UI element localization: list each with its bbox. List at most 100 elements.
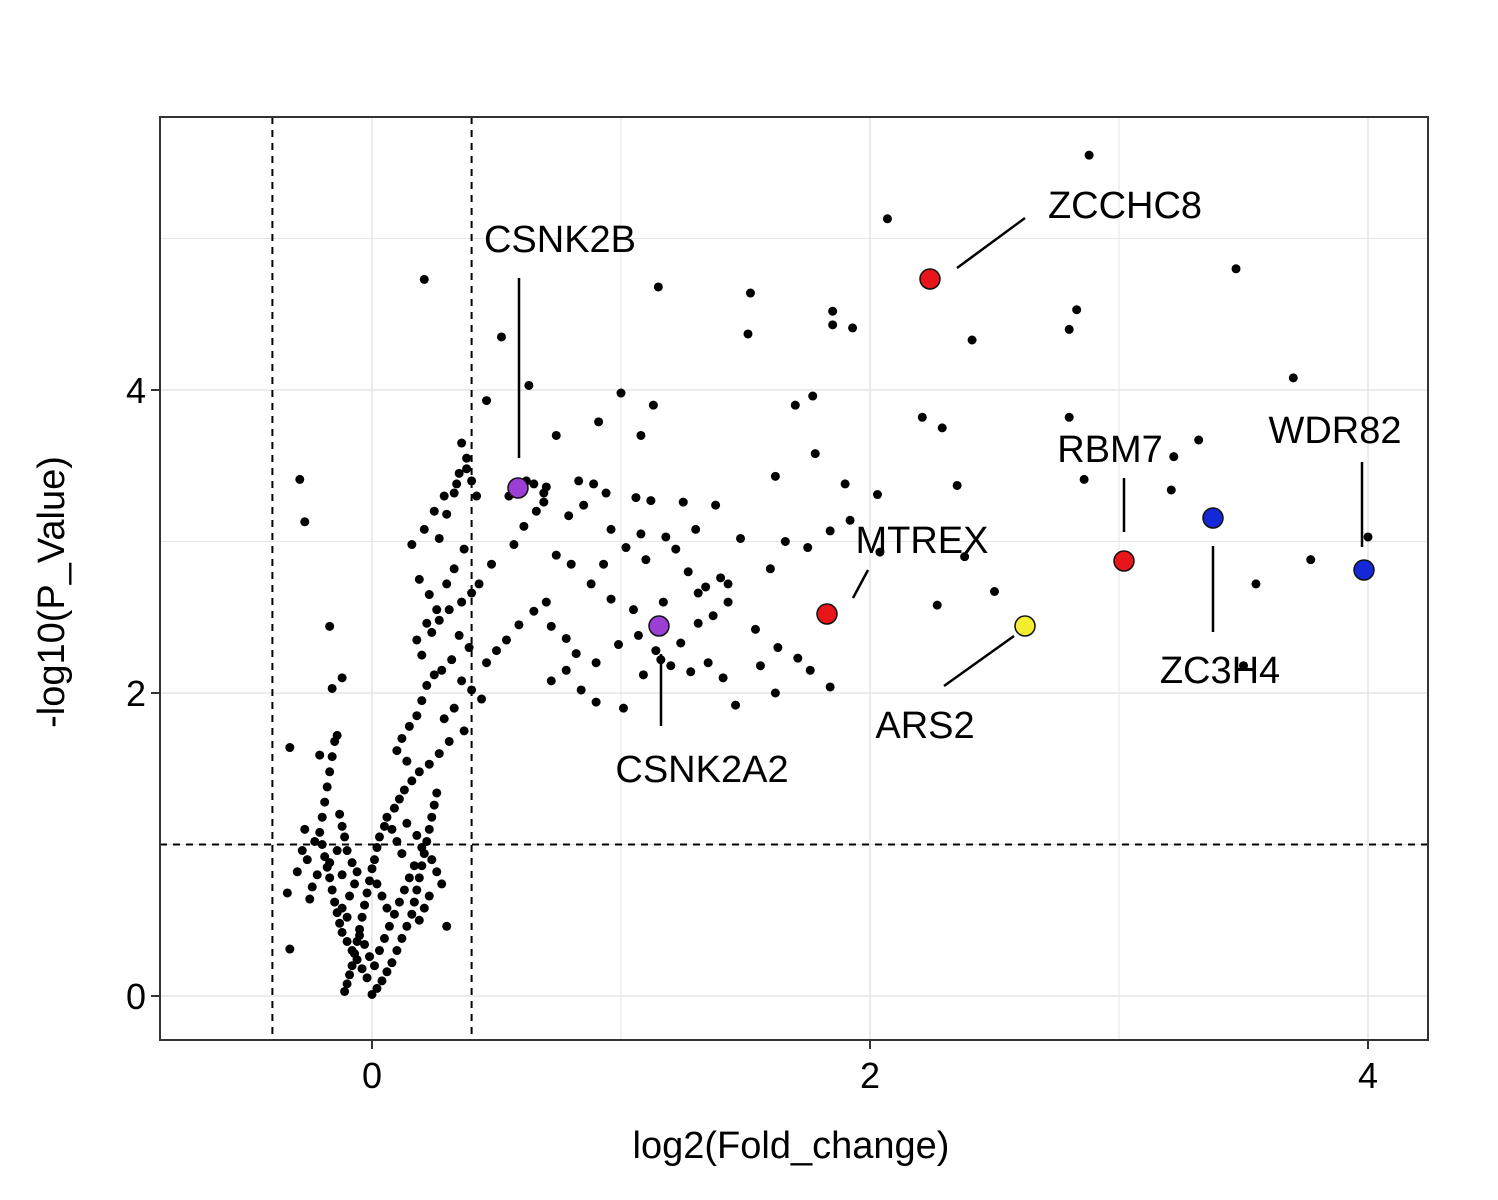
data-point [1064, 412, 1074, 422]
data-point [427, 855, 437, 865]
data-point [437, 665, 447, 675]
data-point [332, 846, 342, 856]
data-point [332, 730, 342, 740]
threshold-lines [160, 117, 1428, 1040]
data-point [848, 323, 858, 333]
data-point [337, 903, 347, 913]
data-point [444, 605, 454, 615]
data-point [312, 870, 322, 880]
data-point [350, 879, 360, 889]
data-point [297, 846, 307, 856]
data-point [377, 976, 387, 986]
data-point [932, 600, 942, 610]
data-point [1079, 474, 1089, 484]
data-point [417, 843, 427, 853]
data-point [409, 897, 419, 907]
data-point [365, 952, 375, 962]
data-point [952, 480, 962, 490]
data-point [541, 597, 551, 607]
data-point [342, 979, 352, 989]
data-point [462, 464, 472, 474]
data-points [282, 150, 1375, 999]
data-point [875, 547, 885, 557]
data-point [387, 824, 397, 834]
data-point [765, 564, 775, 574]
data-point [362, 973, 372, 983]
data-point [551, 550, 561, 560]
data-point [803, 543, 813, 553]
data-point [417, 696, 427, 706]
data-point [960, 552, 970, 562]
data-point [703, 658, 713, 668]
data-point [1288, 373, 1298, 383]
data-point [422, 836, 432, 846]
gene-label-wdr82: WDR82 [1268, 410, 1401, 452]
data-point [676, 638, 686, 648]
data-point [442, 579, 452, 589]
data-point [750, 624, 760, 634]
data-point [340, 986, 350, 996]
data-point [374, 946, 384, 956]
data-point [1194, 435, 1204, 445]
data-point [402, 756, 412, 766]
data-point [342, 912, 352, 922]
data-point [723, 579, 733, 589]
data-point [397, 849, 407, 859]
data-point [447, 655, 457, 665]
data-point [487, 559, 497, 569]
data-point [442, 921, 452, 931]
data-point [379, 821, 389, 831]
data-point [424, 590, 434, 600]
data-point [474, 579, 484, 589]
leader-line [851, 569, 870, 599]
data-point [708, 611, 718, 621]
data-point [736, 533, 746, 543]
data-point [327, 885, 337, 895]
data-point [840, 479, 850, 489]
data-point [382, 812, 392, 822]
data-point [394, 897, 404, 907]
data-point [422, 618, 432, 628]
data-point [621, 543, 631, 553]
data-point [755, 661, 765, 671]
data-point [397, 933, 407, 943]
data-point [325, 621, 335, 631]
data-point [357, 964, 367, 974]
data-point [551, 430, 561, 440]
data-point [399, 885, 409, 895]
data-point [307, 882, 317, 892]
data-point [424, 824, 434, 834]
data-point [367, 864, 377, 874]
data-point [434, 615, 444, 625]
data-point [407, 540, 417, 550]
data-point [282, 888, 292, 898]
data-point [427, 812, 437, 822]
data-point [382, 903, 392, 913]
data-point [310, 836, 320, 846]
data-point [399, 785, 409, 795]
data-point [394, 794, 404, 804]
data-point [576, 685, 586, 695]
data-point [345, 891, 355, 901]
data-point [477, 694, 487, 704]
data-point [429, 800, 439, 810]
data-point [337, 927, 347, 937]
data-point [407, 909, 417, 919]
data-point [606, 594, 616, 604]
data-point [651, 646, 661, 656]
data-point [691, 524, 701, 534]
data-point [374, 832, 384, 842]
data-point [407, 776, 417, 786]
data-point [404, 873, 414, 883]
data-point [646, 496, 656, 506]
data-point [429, 506, 439, 516]
data-point [320, 852, 330, 862]
data-point [845, 515, 855, 525]
data-point [384, 921, 394, 931]
data-point [594, 417, 604, 427]
data-point [429, 670, 439, 680]
data-point [539, 497, 549, 507]
data-point [937, 423, 947, 433]
data-point [337, 821, 347, 831]
